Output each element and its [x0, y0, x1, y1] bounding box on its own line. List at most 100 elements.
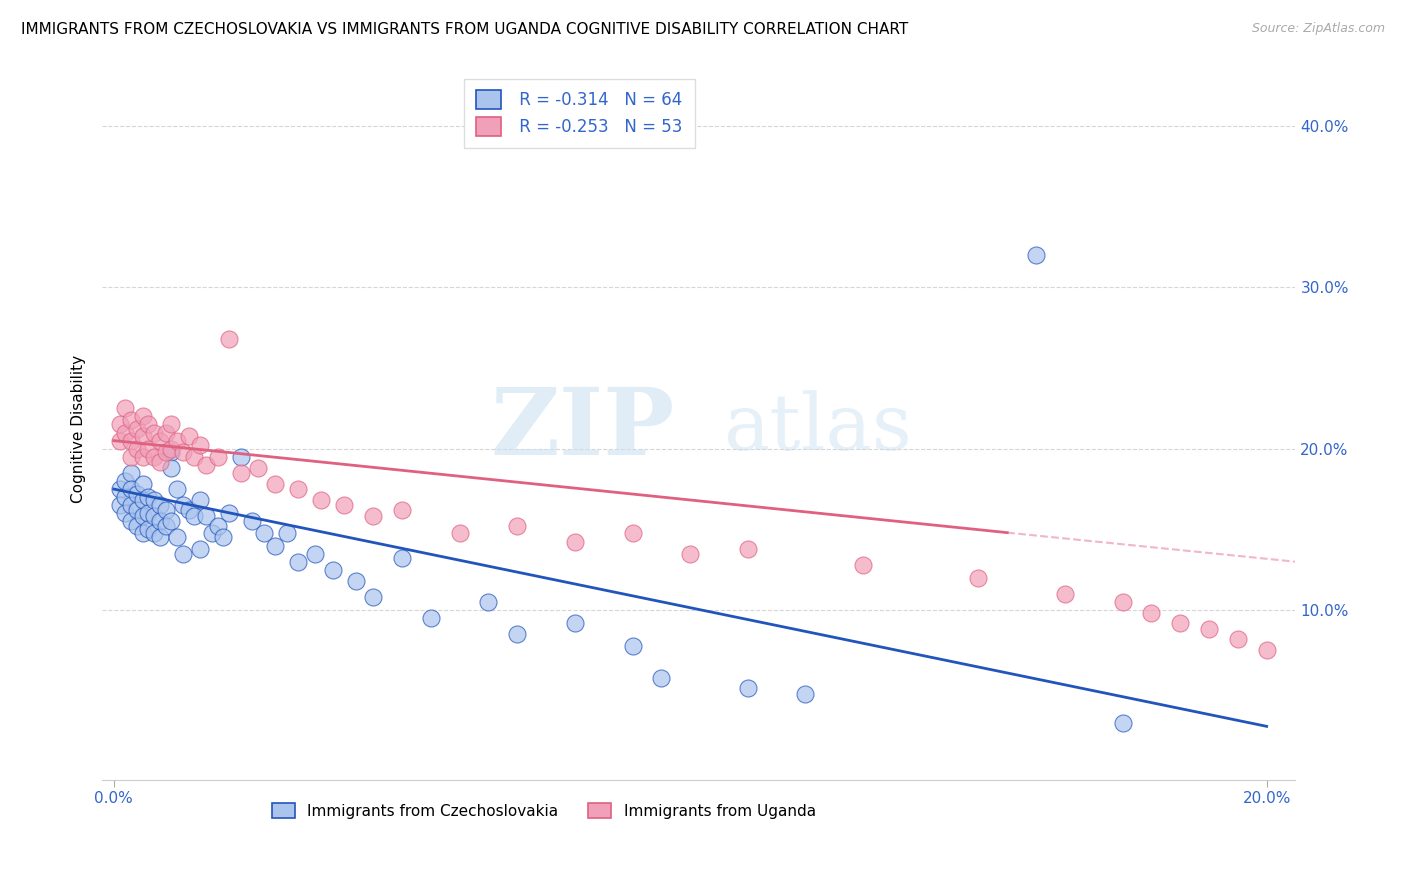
- Point: [1025, 248, 1047, 262]
- Point: [621, 525, 644, 540]
- Point: [114, 474, 136, 488]
- Point: [120, 498, 142, 512]
- Point: [477, 595, 499, 609]
- Text: atlas: atlas: [723, 391, 911, 467]
- Point: [143, 450, 166, 464]
- Point: [304, 547, 326, 561]
- Legend: Immigrants from Czechoslovakia, Immigrants from Uganda: Immigrants from Czechoslovakia, Immigran…: [266, 797, 823, 824]
- Point: [114, 506, 136, 520]
- Point: [125, 487, 148, 501]
- Point: [177, 503, 200, 517]
- Point: [108, 417, 131, 432]
- Text: IMMIGRANTS FROM CZECHOSLOVAKIA VS IMMIGRANTS FROM UGANDA COGNITIVE DISABILITY CO: IMMIGRANTS FROM CZECHOSLOVAKIA VS IMMIGR…: [21, 22, 908, 37]
- Point: [246, 461, 269, 475]
- Point: [155, 445, 177, 459]
- Point: [564, 615, 586, 630]
- Point: [218, 332, 240, 346]
- Point: [136, 523, 159, 537]
- Point: [419, 611, 441, 625]
- Text: ZIP: ZIP: [491, 384, 675, 474]
- Point: [361, 509, 384, 524]
- Point: [131, 429, 153, 443]
- Point: [229, 450, 252, 464]
- Point: [155, 503, 177, 517]
- Point: [160, 445, 183, 459]
- Point: [287, 555, 309, 569]
- Y-axis label: Cognitive Disability: Cognitive Disability: [72, 354, 86, 502]
- Point: [333, 498, 356, 512]
- Point: [143, 493, 166, 508]
- Point: [120, 412, 142, 426]
- Point: [125, 422, 148, 436]
- Point: [183, 450, 205, 464]
- Point: [564, 535, 586, 549]
- Point: [108, 482, 131, 496]
- Point: [344, 574, 367, 588]
- Point: [1256, 643, 1278, 657]
- Point: [309, 493, 332, 508]
- Point: [967, 571, 990, 585]
- Point: [212, 531, 235, 545]
- Point: [131, 409, 153, 424]
- Point: [229, 466, 252, 480]
- Point: [108, 498, 131, 512]
- Point: [177, 429, 200, 443]
- Point: [679, 547, 702, 561]
- Point: [114, 425, 136, 440]
- Point: [391, 551, 413, 566]
- Point: [149, 531, 172, 545]
- Point: [264, 477, 287, 491]
- Point: [794, 687, 817, 701]
- Point: [143, 509, 166, 524]
- Point: [155, 425, 177, 440]
- Point: [207, 450, 229, 464]
- Point: [160, 417, 183, 432]
- Point: [125, 503, 148, 517]
- Point: [172, 445, 194, 459]
- Point: [287, 482, 309, 496]
- Point: [1198, 623, 1220, 637]
- Point: [194, 458, 217, 472]
- Point: [361, 591, 384, 605]
- Point: [136, 417, 159, 432]
- Point: [218, 506, 240, 520]
- Point: [120, 482, 142, 496]
- Point: [621, 639, 644, 653]
- Point: [276, 525, 298, 540]
- Text: Source: ZipAtlas.com: Source: ZipAtlas.com: [1251, 22, 1385, 36]
- Point: [1168, 615, 1191, 630]
- Point: [172, 498, 194, 512]
- Point: [155, 519, 177, 533]
- Point: [160, 442, 183, 456]
- Point: [131, 450, 153, 464]
- Point: [143, 525, 166, 540]
- Point: [149, 434, 172, 448]
- Point: [240, 514, 263, 528]
- Point: [120, 466, 142, 480]
- Point: [136, 506, 159, 520]
- Point: [120, 514, 142, 528]
- Point: [506, 627, 529, 641]
- Point: [131, 493, 153, 508]
- Point: [506, 519, 529, 533]
- Point: [120, 434, 142, 448]
- Point: [322, 563, 344, 577]
- Point: [160, 461, 183, 475]
- Point: [1111, 595, 1133, 609]
- Point: [136, 442, 159, 456]
- Point: [201, 525, 224, 540]
- Point: [737, 541, 759, 556]
- Point: [108, 434, 131, 448]
- Point: [131, 525, 153, 540]
- Point: [114, 490, 136, 504]
- Point: [1226, 632, 1249, 647]
- Point: [166, 482, 188, 496]
- Point: [125, 519, 148, 533]
- Point: [143, 425, 166, 440]
- Point: [125, 442, 148, 456]
- Point: [207, 519, 229, 533]
- Point: [1053, 587, 1076, 601]
- Point: [120, 450, 142, 464]
- Point: [188, 493, 211, 508]
- Point: [737, 681, 759, 695]
